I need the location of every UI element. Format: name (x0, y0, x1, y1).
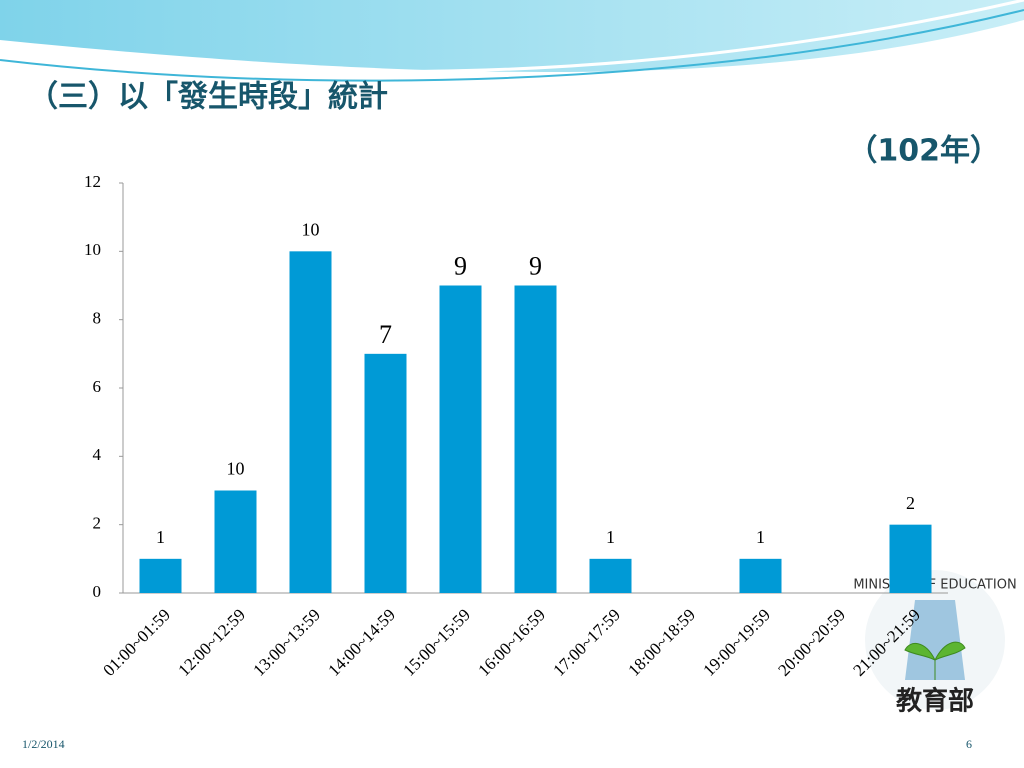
x-tick-label: 18:00~18:59 (624, 605, 699, 680)
bar (364, 353, 407, 593)
logo-shape (905, 600, 965, 680)
y-tick-label: 4 (93, 445, 102, 464)
y-tick-label: 2 (93, 514, 102, 533)
bar (214, 490, 257, 593)
data-label: 9 (454, 251, 467, 280)
y-tick-label: 10 (84, 240, 101, 259)
x-tick-label: 13:00~13:59 (249, 605, 324, 680)
x-tick-label: 19:00~19:59 (699, 605, 774, 680)
x-tick-label: 20:00~20:59 (774, 605, 849, 680)
data-label: 9 (529, 251, 542, 280)
x-tick-label: 15:00~15:59 (399, 605, 474, 680)
data-label: 1 (606, 527, 615, 547)
y-tick-label: 12 (84, 172, 101, 191)
bar (589, 558, 632, 593)
bar (739, 558, 782, 593)
x-tick-label: 01:00~01:59 (99, 605, 174, 680)
y-tick-label: 8 (93, 309, 102, 328)
logo: MINISTRY OF EDUCATION 教育部 (853, 570, 1017, 717)
data-label: 1 (156, 527, 165, 547)
y-tick-label: 0 (93, 582, 102, 601)
title: （三）以「發生時段」統計 (28, 80, 388, 115)
x-tick-label: 12:00~12:59 (174, 605, 249, 680)
bar (514, 285, 557, 593)
header-wave (0, 0, 1024, 73)
data-label: 10 (302, 219, 320, 239)
header-wave-line (299, 0, 1024, 74)
subtitle: （102年） (847, 134, 1000, 169)
x-tick-label: 17:00~17:59 (549, 605, 624, 680)
logo-sprout (904, 641, 966, 680)
footer-date: 1/2/2014 (22, 737, 65, 751)
header-wave-line (0, 9, 1024, 82)
bar (439, 285, 482, 593)
data-label: 1 (756, 527, 765, 547)
y-tick-label: 6 (93, 377, 102, 396)
footer-page: 6 (966, 737, 972, 751)
bar (139, 558, 182, 593)
logo-text-zh: 教育部 (896, 686, 974, 717)
x-tick-label: 16:00~16:59 (474, 605, 549, 680)
plot: 02468101201:00~01:59112:00~12:591013:00~… (84, 172, 948, 680)
data-label: 10 (227, 459, 245, 479)
data-label: 7 (379, 320, 392, 349)
data-label: 2 (906, 493, 915, 513)
bar (289, 251, 332, 594)
logo-text-en: MINISTRY OF EDUCATION (853, 578, 1016, 593)
x-tick-label: 14:00~14:59 (324, 605, 399, 680)
bar (889, 524, 932, 593)
